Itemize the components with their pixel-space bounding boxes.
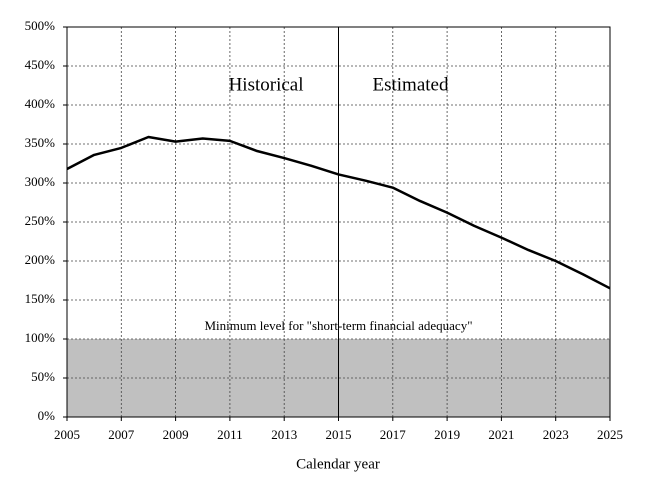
x-tick-label: 2011: [217, 427, 243, 442]
annotation: Estimated: [373, 74, 449, 95]
y-tick-label: 450%: [25, 57, 56, 72]
data-line: [66, 135, 611, 290]
x-tick-label: 2025: [597, 427, 623, 442]
x-tick-label: 2023: [543, 427, 569, 442]
x-axis-label: Calendar year: [296, 456, 380, 472]
y-tick-label: 150%: [25, 291, 56, 306]
x-tick-label: 2005: [54, 427, 80, 442]
x-tick-label: 2019: [434, 427, 460, 442]
y-tick-label: 350%: [25, 135, 56, 150]
x-tick-label: 2013: [271, 427, 297, 442]
annotation: Historical: [229, 74, 304, 95]
y-tick-label: 0%: [38, 408, 56, 423]
y-tick-label: 400%: [25, 96, 56, 111]
y-tick-label: 100%: [25, 330, 56, 345]
x-tick-label: 2015: [326, 427, 352, 442]
band-label: Minimum level for "short-term financial …: [205, 318, 473, 333]
y-tick-label: 250%: [25, 213, 56, 228]
x-tick-label: 2009: [163, 427, 189, 442]
x-tick-label: 2017: [380, 427, 407, 442]
y-tick-label: 300%: [25, 174, 56, 189]
y-tick-label: 200%: [25, 252, 56, 267]
x-tick-label: 2007: [108, 427, 135, 442]
y-tick-label: 500%: [25, 18, 56, 33]
x-tick-label: 2021: [488, 427, 514, 442]
y-tick-label: 50%: [31, 369, 55, 384]
